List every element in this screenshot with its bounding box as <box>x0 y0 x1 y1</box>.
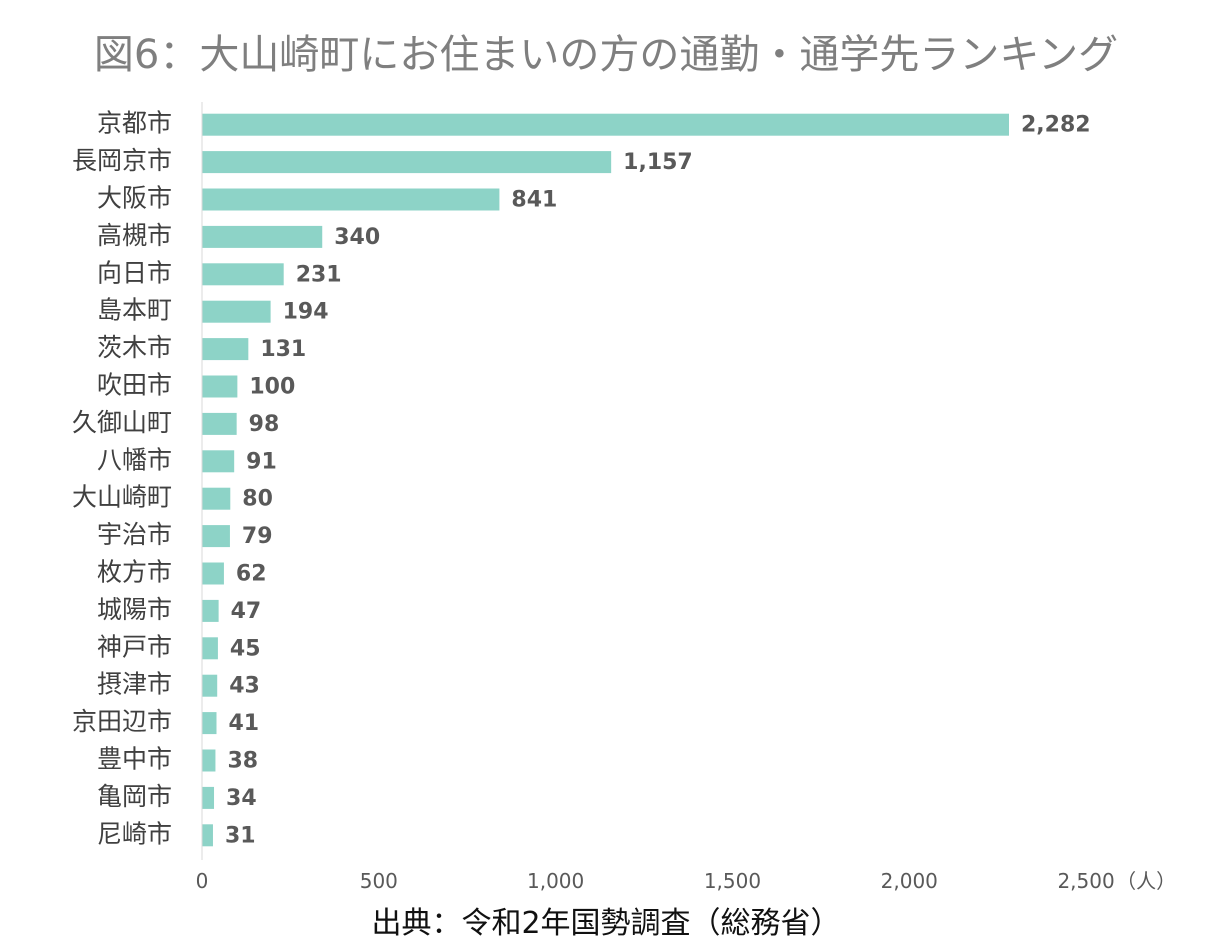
category-label: 神戸市 <box>97 632 172 661</box>
value-label: 841 <box>511 188 557 213</box>
category-label: 亀岡市 <box>97 782 172 811</box>
bar-13 <box>202 562 224 585</box>
bar-19 <box>202 786 215 809</box>
bar-4 <box>202 225 323 248</box>
bar-11 <box>202 487 231 510</box>
bar-14 <box>202 599 219 622</box>
category-label: 茨木市 <box>97 333 172 362</box>
bar-10 <box>202 450 235 473</box>
bar-16 <box>202 674 218 697</box>
category-label: 高槻市 <box>97 221 172 250</box>
category-label: 京都市 <box>97 109 172 138</box>
value-label: 194 <box>283 300 329 325</box>
x-tick-label: 0 <box>196 869 209 893</box>
x-tick-label: 500 <box>360 869 398 893</box>
value-label: 43 <box>229 674 260 699</box>
bar-1 <box>202 113 1009 136</box>
value-label: 45 <box>230 636 261 661</box>
bar-9 <box>202 412 237 435</box>
value-label: 47 <box>231 599 262 624</box>
category-label: 久御山町 <box>72 408 172 437</box>
value-label: 131 <box>260 337 306 362</box>
value-label: 2,282 <box>1021 113 1091 138</box>
category-label: 長岡京市 <box>72 146 172 175</box>
value-label: 80 <box>242 487 273 512</box>
bar-2 <box>202 151 612 174</box>
x-tick-labels-group: 0 500 1,000 1,500 2,000 2,500 <box>196 869 1115 893</box>
bar-7 <box>202 338 249 361</box>
value-label: 231 <box>296 262 342 287</box>
bar-12 <box>202 525 230 548</box>
bar-3 <box>202 188 500 211</box>
category-label: 吹田市 <box>97 371 172 400</box>
bar-17 <box>202 712 217 735</box>
bar-6 <box>202 300 271 323</box>
value-label: 34 <box>226 786 257 811</box>
bars-group <box>202 113 1009 847</box>
category-label: 宇治市 <box>97 520 172 549</box>
x-axis-unit: （人） <box>1116 869 1176 893</box>
bar-20 <box>202 824 213 847</box>
value-label: 31 <box>225 823 256 848</box>
bar-15 <box>202 637 218 660</box>
value-labels-group: 2,282 1,157 841 340 231 194 131 100 98 91 80 79 62 47… <box>225 113 1091 849</box>
chart-title: 図6：大山崎町にお住まいの方の通勤・通学先ランキング <box>93 32 1119 78</box>
source-note: 出典：令和2年国勢調査（総務省） <box>371 906 841 941</box>
category-label: 尼崎市 <box>97 819 172 848</box>
value-label: 98 <box>249 412 280 437</box>
category-label: 枚方市 <box>97 558 172 587</box>
category-label: 京田辺市 <box>72 707 172 736</box>
x-tick-label: 2,500 <box>1057 869 1114 893</box>
value-label: 41 <box>228 711 259 736</box>
category-label: 豊中市 <box>97 745 172 774</box>
value-label: 79 <box>242 524 273 549</box>
x-tick-label: 1,500 <box>704 869 761 893</box>
bar-5 <box>202 263 284 286</box>
category-label: 八幡市 <box>97 445 172 474</box>
value-label: 100 <box>249 375 295 400</box>
value-label: 38 <box>227 749 258 774</box>
category-label: 向日市 <box>97 258 172 287</box>
bar-18 <box>202 749 216 772</box>
category-label: 摂津市 <box>97 670 172 699</box>
category-label: 大阪市 <box>97 184 172 213</box>
value-label: 91 <box>246 449 277 474</box>
value-label: 340 <box>334 225 380 250</box>
value-label: 62 <box>236 562 267 587</box>
category-label: 城陽市 <box>97 595 172 624</box>
category-label: 大山崎町 <box>72 483 172 512</box>
category-labels-group: 京都市長岡京市大阪市高槻市向日市島本町茨木市吹田市久御山町八幡市大山崎町宇治市枚… <box>72 109 172 849</box>
category-label: 島本町 <box>97 296 172 325</box>
bar-8 <box>202 375 238 398</box>
x-tick-label: 1,000 <box>527 869 584 893</box>
x-tick-label: 2,000 <box>881 869 938 893</box>
value-label: 1,157 <box>623 150 693 175</box>
